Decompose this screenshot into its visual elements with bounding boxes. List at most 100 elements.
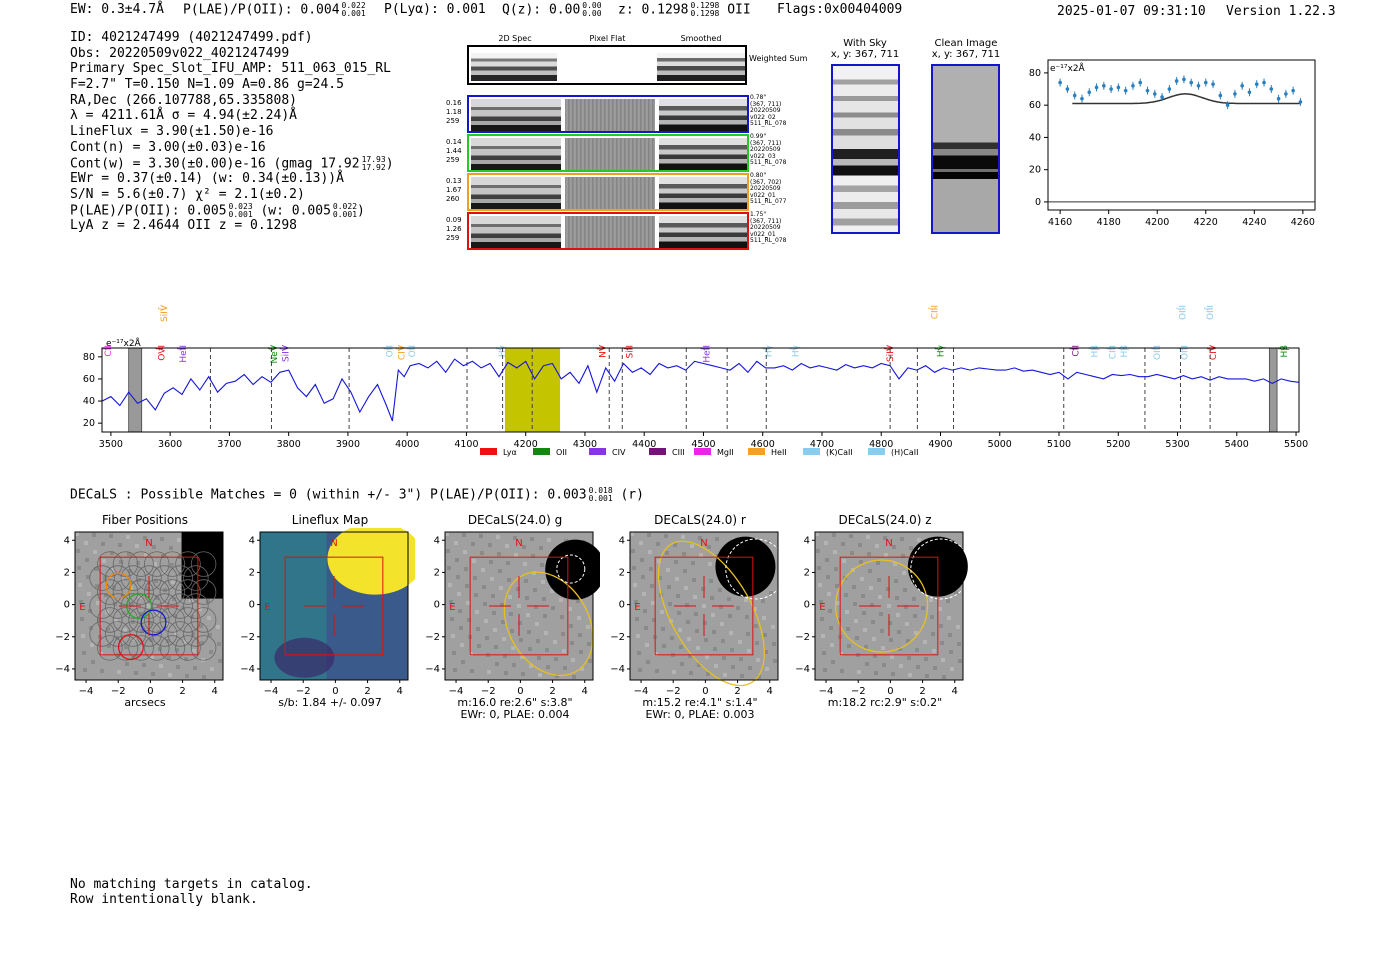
noise-pixel bbox=[541, 580, 545, 584]
fiber-circle bbox=[105, 621, 131, 647]
noise-pixel bbox=[655, 669, 659, 673]
noise-pixel bbox=[554, 657, 558, 661]
x-tick-label: −4 bbox=[634, 686, 649, 697]
x-tick-label: 4 bbox=[952, 686, 958, 697]
spectral-line-label: HeII bbox=[702, 345, 712, 363]
noise-pixel bbox=[824, 541, 828, 545]
noise-pixel bbox=[884, 553, 888, 557]
noise-pixel bbox=[696, 646, 700, 650]
fiber-circle bbox=[97, 607, 123, 633]
x-tick-label: 2 bbox=[179, 686, 185, 697]
noise-pixel bbox=[562, 649, 566, 653]
noise-pixel bbox=[679, 645, 683, 649]
north-marker: N bbox=[145, 538, 152, 549]
noise-pixel bbox=[705, 655, 709, 659]
x-tick-label: 4 bbox=[397, 686, 403, 697]
noise-pixel bbox=[672, 670, 676, 674]
spectral-line-label: SiIV bbox=[886, 344, 896, 362]
noise-pixel bbox=[489, 560, 493, 564]
fiber-circle bbox=[159, 579, 186, 605]
noise-pixel bbox=[121, 594, 125, 598]
x-tick-label: −2 bbox=[851, 686, 866, 697]
noise-pixel bbox=[736, 606, 740, 610]
y-tick-label: 2 bbox=[64, 567, 70, 578]
noise-pixel bbox=[84, 541, 88, 545]
noise-pixel bbox=[534, 605, 538, 609]
noise-pixel bbox=[169, 546, 173, 550]
spectral-line-label: CII bbox=[104, 345, 114, 357]
zoom-data-point bbox=[1262, 80, 1266, 85]
noise-pixel bbox=[697, 663, 701, 667]
noise-pixel bbox=[533, 588, 537, 592]
noise-pixel bbox=[191, 632, 195, 636]
noise-pixel bbox=[550, 589, 554, 593]
noise-pixel bbox=[898, 647, 902, 651]
spec2d-col-title-spec: 2D Spec bbox=[498, 34, 532, 43]
fiber-highlight bbox=[117, 634, 144, 661]
full-x-tick-label: 4500 bbox=[691, 439, 715, 450]
spec2d-row-stat: 259 bbox=[446, 234, 460, 242]
noise-pixel bbox=[957, 642, 961, 646]
search-box bbox=[469, 556, 569, 656]
noise-pixel bbox=[900, 537, 904, 541]
zoom-data-point bbox=[1087, 90, 1092, 95]
y-tick-label: 0 bbox=[434, 600, 440, 611]
noise-pixel bbox=[139, 612, 143, 616]
noise-pixel bbox=[465, 584, 469, 588]
decals-panel-title: DECaLS(24.0) r bbox=[654, 513, 746, 527]
noise-pixel bbox=[665, 551, 669, 555]
spectral-line-brace: { bbox=[157, 306, 166, 311]
noise-pixel bbox=[820, 617, 824, 621]
noise-pixel bbox=[738, 640, 742, 644]
zoom-y-tick-label: 40 bbox=[1029, 132, 1041, 143]
info-contn: Cont(n) = 3.00(±0.03)e-16 bbox=[70, 139, 266, 155]
spec2d-row-meta-line: (367, 711) bbox=[750, 217, 782, 225]
noise-pixel bbox=[895, 596, 899, 600]
full-x-tick-label: 4800 bbox=[869, 439, 893, 450]
noise-pixel bbox=[167, 656, 171, 660]
decals-caption-line: m:15.2 re:4.1" s:1.4" bbox=[642, 696, 758, 709]
full-x-tick-label: 5100 bbox=[1047, 439, 1071, 450]
spectral-line-label: SiIV bbox=[282, 344, 292, 362]
spec2d-row-stat: 260 bbox=[446, 195, 460, 203]
noise-pixel bbox=[902, 571, 906, 575]
y-tick-label: 4 bbox=[434, 535, 440, 546]
noise-pixel bbox=[702, 604, 706, 608]
noise-pixel bbox=[923, 640, 927, 644]
noise-pixel bbox=[651, 601, 655, 605]
full-x-tick-label: 4200 bbox=[514, 439, 538, 450]
noise-pixel bbox=[106, 627, 110, 631]
y-tick-label: −4 bbox=[795, 664, 810, 675]
noise-pixel bbox=[757, 675, 761, 679]
spec2d-row-meta-line: 511_RL_077 bbox=[750, 198, 787, 205]
decals-panel: N E −4 −4 −2 −2 0 0 2 2 4 4 bbox=[610, 531, 785, 697]
north-marker: N bbox=[330, 538, 337, 549]
info-lambda: λ = 4211.61Å σ = 4.94(±2.24)Å bbox=[70, 108, 297, 124]
noise-pixel bbox=[648, 550, 652, 554]
y-tick-label: −4 bbox=[240, 664, 255, 675]
noise-pixel bbox=[834, 567, 838, 571]
noise-pixel bbox=[712, 630, 716, 634]
noise-pixel bbox=[845, 610, 849, 614]
zoom-data-point bbox=[1123, 88, 1128, 93]
search-box bbox=[284, 556, 384, 656]
fiber-circle bbox=[112, 551, 139, 577]
noise-pixel bbox=[939, 624, 943, 628]
spec2d-row bbox=[467, 134, 749, 172]
fiber-circle bbox=[89, 565, 115, 591]
noise-pixel bbox=[684, 586, 688, 590]
header-z-value: z: 0.1298 bbox=[618, 2, 689, 18]
zoom-data-point bbox=[1269, 87, 1274, 91]
noise-pixel bbox=[490, 577, 494, 581]
spec2d-cell-spec bbox=[471, 99, 561, 131]
noise-pixel bbox=[880, 629, 884, 633]
footer-line1: No matching targets in catalog. bbox=[70, 877, 313, 892]
noise-pixel bbox=[690, 544, 694, 548]
info-sn: S/N = 5.6(±0.7) χ² = 2.1(±0.2) bbox=[70, 186, 305, 202]
y-tick-label: 0 bbox=[619, 600, 625, 611]
noise-pixel bbox=[674, 560, 678, 564]
noise-pixel bbox=[208, 633, 212, 637]
full-x-tick-label: 5200 bbox=[1106, 439, 1130, 450]
noise-pixel bbox=[152, 545, 156, 549]
noise-pixel bbox=[646, 660, 650, 664]
